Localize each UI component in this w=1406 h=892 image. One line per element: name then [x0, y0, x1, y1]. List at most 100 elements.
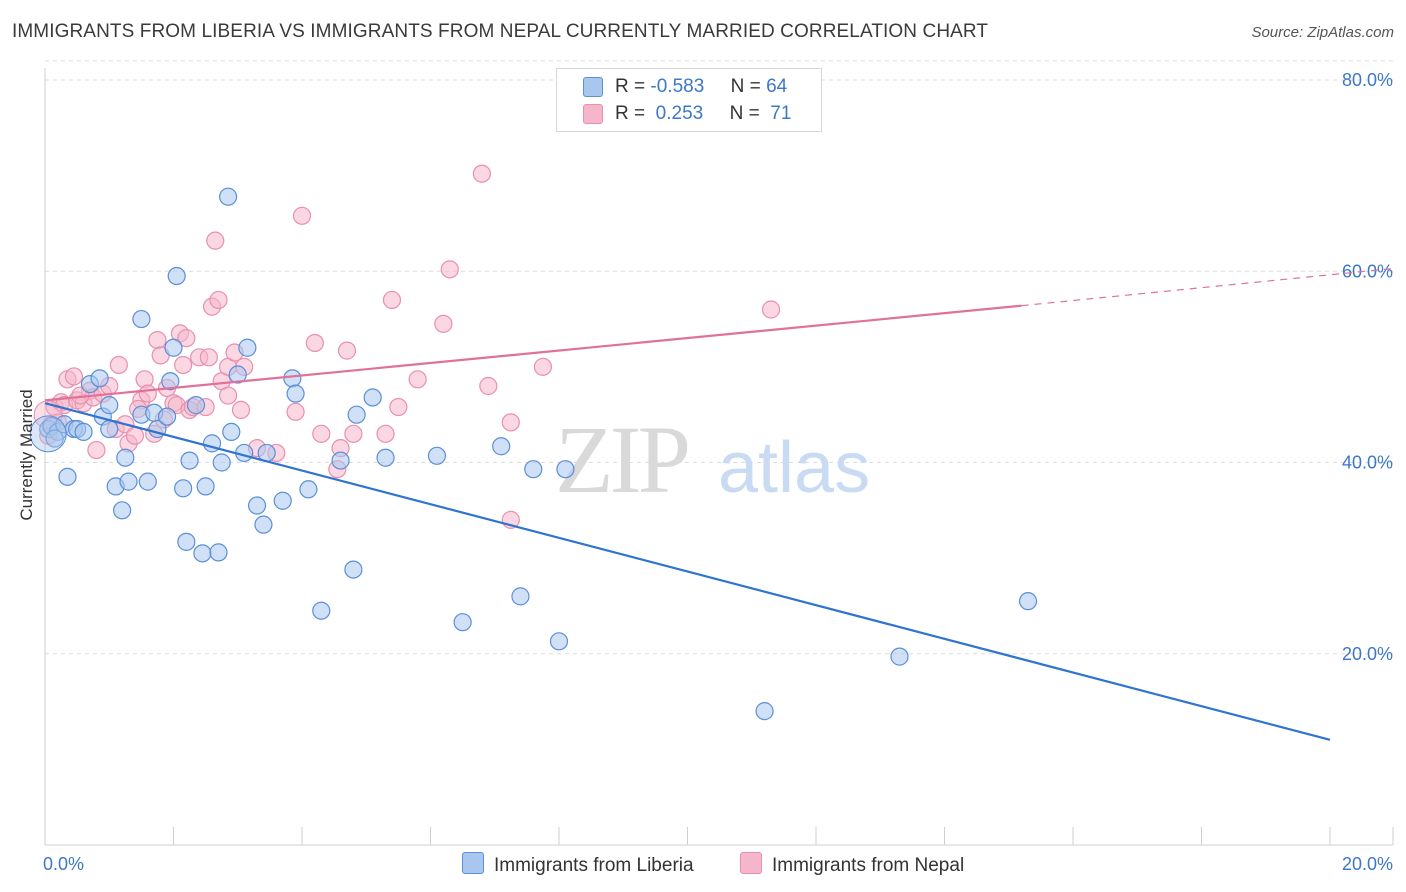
y-axis-title: Currently Married: [17, 389, 36, 520]
series-liberia: [29, 187, 1038, 721]
liberia-point: [238, 338, 257, 357]
nepal-point: [434, 314, 453, 333]
trend-lines: [44, 267, 1395, 741]
legend-n-label: N =: [730, 76, 761, 97]
nepal-point: [344, 424, 363, 443]
liberia-point: [100, 396, 119, 415]
trend-line-nepal: [44, 304, 1022, 402]
liberia-point: [164, 338, 183, 357]
nepal-point: [472, 164, 491, 183]
axes: [44, 68, 1394, 846]
liberia-point: [100, 419, 119, 439]
source-label: Source: ZipAtlas.com: [1251, 24, 1394, 41]
legend-r-value: 0.253: [650, 103, 704, 124]
liberia-point: [112, 501, 132, 520]
liberia-point: [157, 407, 177, 426]
nepal-point: [292, 206, 312, 225]
nepal-point: [138, 384, 157, 403]
bottom-legend-liberia: Immigrants from Liberia: [462, 852, 694, 877]
liberia-point: [209, 543, 228, 562]
chart-title: IMMIGRANTS FROM LIBERIA VS IMMIGRANTS FR…: [12, 21, 989, 42]
nepal-point: [389, 397, 408, 417]
liberia-point: [331, 451, 350, 470]
nepal-point: [125, 426, 145, 445]
liberia-point: [74, 422, 93, 441]
nepal-point: [382, 290, 402, 310]
liberia-point: [524, 460, 543, 479]
liberia-point: [222, 422, 241, 441]
legend-swatch-nepal: [583, 104, 603, 124]
liberia-point: [132, 309, 151, 329]
correlation-legend: R = -0.583 N = 64 R = 0.253 N = 71: [556, 68, 822, 132]
liberia-point: [299, 480, 318, 499]
liberia-point: [254, 515, 273, 534]
liberia-point: [286, 384, 305, 403]
liberia-point: [90, 369, 109, 388]
liberia-point: [180, 451, 199, 470]
nepal-point: [501, 413, 520, 432]
liberia-point: [186, 396, 206, 415]
liberia-point: [29, 415, 67, 453]
liberia-point: [228, 365, 247, 384]
liberia-point: [212, 453, 231, 472]
liberia-point: [755, 702, 774, 721]
legend-n-label: N =: [729, 103, 760, 124]
liberia-point: [119, 472, 138, 491]
liberia-point: [376, 448, 395, 467]
liberia-point: [116, 448, 135, 467]
trend-line-liberia: [44, 402, 1331, 741]
nepal-point: [219, 386, 238, 405]
watermark-atlas: atlas: [718, 428, 870, 508]
y-tick-label: 40.0%: [1342, 453, 1393, 473]
legend-n-value: 64: [766, 76, 788, 97]
x-tick-label-max: 20.0%: [1342, 854, 1393, 874]
nepal-point: [64, 367, 84, 386]
watermark-zip: ZIP: [555, 406, 688, 513]
legend-n-value: 71: [765, 103, 792, 124]
nepal-point: [408, 370, 427, 389]
liberia-point: [312, 601, 331, 620]
legend-swatch-liberia: [583, 77, 603, 97]
nepal-point: [761, 300, 781, 319]
nepal-point: [174, 355, 193, 375]
liberia-point: [890, 647, 909, 666]
liberia-point: [344, 560, 363, 579]
liberia-point: [174, 479, 193, 498]
nepal-point: [177, 329, 196, 348]
liberia-point: [45, 429, 64, 448]
nepal-point: [286, 402, 305, 421]
nepal-point: [305, 333, 324, 353]
grid: [45, 60, 1393, 655]
liberia-point: [167, 266, 186, 286]
liberia-point: [177, 532, 196, 551]
nepal-point: [376, 424, 395, 443]
liberia-point: [453, 613, 472, 632]
bottom-legend-swatch-nepal: [740, 852, 762, 874]
y-tick-label: 60.0%: [1342, 261, 1393, 281]
bottom-legend-label: Immigrants from Liberia: [494, 855, 694, 876]
legend-r-label: R =: [615, 76, 646, 97]
liberia-point: [219, 187, 238, 206]
nepal-point: [479, 376, 498, 396]
nepal-point: [87, 440, 106, 460]
liberia-point: [247, 496, 267, 515]
liberia-point: [549, 632, 569, 651]
liberia-point: [427, 446, 447, 465]
trend-line-nepal: [1021, 267, 1395, 307]
nepal-point: [206, 231, 225, 250]
nepal-point: [209, 290, 228, 310]
nepal-point: [312, 424, 331, 443]
bottom-legend-label: Immigrants from Nepal: [772, 855, 965, 876]
bottom-legend-swatch-liberia: [462, 852, 484, 874]
legend-r-value: -0.583: [650, 76, 705, 97]
x-tick-label-min: 0.0%: [43, 854, 84, 874]
y-tick-labels: 20.0% 40.0% 60.0% 80.0%: [1342, 70, 1393, 664]
y-tick-label: 80.0%: [1342, 70, 1393, 90]
legend-text: R = 0.253 N = 71: [615, 103, 791, 125]
liberia-point: [492, 437, 511, 456]
nepal-point: [533, 357, 553, 376]
nepal-point: [337, 341, 357, 360]
nepal-point: [199, 348, 218, 367]
liberia-point: [511, 587, 530, 606]
